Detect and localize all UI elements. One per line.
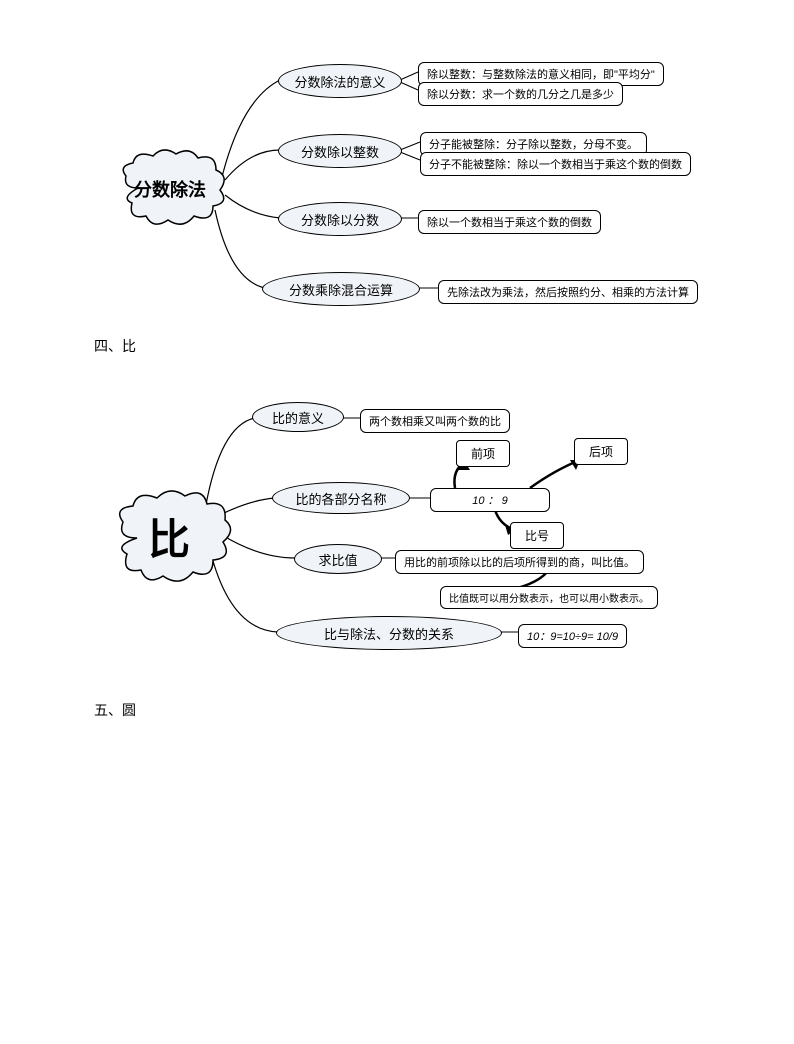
branch-meaning: 分数除法的意义 bbox=[278, 64, 402, 98]
section-5-title: 五、圆 bbox=[94, 700, 136, 720]
leaf-1-2: 除以分数：求一个数的几分之几是多少 bbox=[418, 82, 623, 106]
branch-ratio-meaning-label: 比的意义 bbox=[272, 408, 324, 427]
leaf-ratio-meaning: 两个数相乘又叫两个数的比 bbox=[360, 409, 510, 433]
branch-mixed-label: 分数乘除混合运算 bbox=[289, 280, 393, 299]
branch-ratio-parts-label: 比的各部分名称 bbox=[295, 489, 386, 508]
box-back-term: 后项 bbox=[574, 438, 628, 465]
branch-mixed: 分数乘除混合运算 bbox=[262, 272, 420, 306]
note-ratio-value: 比值既可以用分数表示，也可以用小数表示。 bbox=[440, 586, 658, 609]
leaf-ratio-relation: 10：9=10÷9= 10/9 bbox=[518, 624, 627, 648]
branch-div-fraction: 分数除以分数 bbox=[278, 202, 402, 236]
leaf-ratio-value: 用比的前项除以比的后项所得到的商，叫比值。 bbox=[395, 550, 644, 574]
leaf-4-1: 先除法改为乘法，然后按照约分、相乘的方法计算 bbox=[438, 280, 698, 304]
box-ratio-example: 10 ： 9 bbox=[430, 488, 550, 512]
leaf-2-2: 分子不能被整除：除以一个数相当于乘这个数的倒数 bbox=[420, 152, 691, 176]
branch-ratio-parts: 比的各部分名称 bbox=[272, 482, 410, 514]
leaf-3-1: 除以一个数相当于乘这个数的倒数 bbox=[418, 210, 601, 234]
box-front-term: 前项 bbox=[456, 440, 510, 467]
branch-meaning-label: 分数除法的意义 bbox=[294, 72, 385, 91]
root-label-2: 比 bbox=[148, 506, 190, 567]
branch-ratio-meaning: 比的意义 bbox=[252, 402, 344, 432]
root-label-1: 分数除法 bbox=[134, 176, 206, 202]
branch-ratio-relation-label: 比与除法、分数的关系 bbox=[324, 624, 454, 643]
branch-div-integer: 分数除以整数 bbox=[278, 134, 402, 168]
branch-ratio-value-label: 求比值 bbox=[318, 550, 357, 569]
branch-div-fraction-label: 分数除以分数 bbox=[301, 210, 379, 229]
branch-div-integer-label: 分数除以整数 bbox=[301, 142, 379, 161]
box-ratio-sign: 比号 bbox=[510, 522, 564, 549]
branch-ratio-relation: 比与除法、分数的关系 bbox=[276, 616, 502, 650]
section-4-title: 四、比 bbox=[94, 336, 136, 356]
branch-ratio-value: 求比值 bbox=[294, 544, 382, 574]
